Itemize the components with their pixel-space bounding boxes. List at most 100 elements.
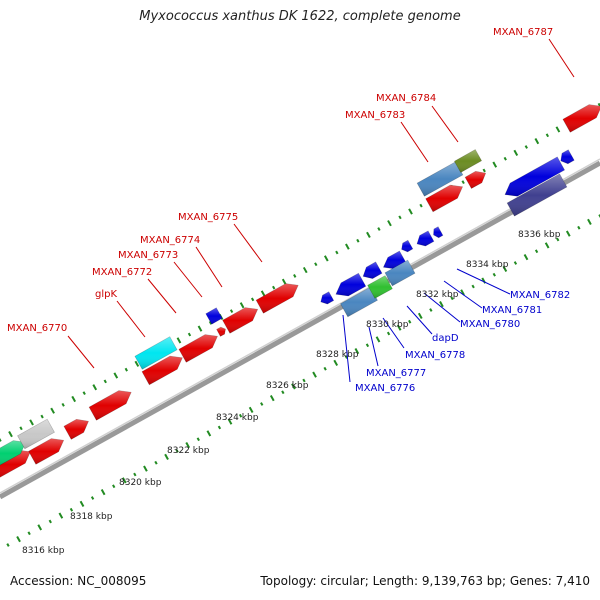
leader-line [67, 335, 95, 369]
tick-mark [103, 379, 107, 384]
gene-feature-shade [505, 156, 565, 197]
tick-mark [19, 426, 23, 431]
tick-mark [291, 383, 296, 390]
tick-mark [544, 242, 550, 249]
tick-mark [598, 214, 600, 218]
reverse-gene-label: dapD [432, 333, 459, 344]
gene-feature-shade [216, 327, 226, 337]
tick-mark [312, 371, 317, 378]
forward-gene-label: MXAN_6773 [118, 250, 178, 261]
tick-mark [417, 312, 423, 319]
tick-mark [143, 465, 148, 472]
tick-mark [100, 489, 106, 496]
tick-mark [354, 348, 360, 355]
tick-mark [164, 453, 169, 460]
forward-gene-label: MXAN_6770 [7, 323, 67, 334]
forward-gene-label: glpK [95, 289, 117, 300]
leader-line [456, 268, 511, 295]
leader-line [195, 246, 223, 288]
accession-text: Accession: NC_008095 [10, 574, 147, 588]
tick-mark [323, 366, 327, 371]
tick-mark [513, 261, 518, 265]
tick-mark [27, 531, 31, 536]
tick-mark [238, 413, 243, 418]
tick-mark [196, 437, 200, 442]
tick-mark [154, 460, 158, 465]
tick-mark [175, 449, 179, 453]
tick-mark [555, 126, 561, 133]
gene-feature-shade [134, 336, 178, 370]
reverse-tick-track [6, 214, 600, 547]
tick-mark [577, 225, 581, 230]
tick-mark [482, 168, 486, 173]
tick-mark [366, 231, 371, 239]
kbp-label: 8324 kbp [216, 413, 259, 423]
tick-mark [90, 496, 95, 500]
tick-mark [450, 296, 454, 301]
tick-mark [272, 285, 276, 290]
tick-mark [260, 290, 266, 297]
gene-feature-shade [454, 149, 482, 173]
label-leaders [67, 38, 575, 383]
backbone-highlight [0, 158, 600, 494]
kbp-label: 8318 kbp [70, 512, 113, 522]
gene-feature-shade [465, 171, 486, 189]
reverse-gene-label: MXAN_6777 [366, 368, 426, 379]
tick-mark [248, 406, 254, 413]
kbp-label: 8328 kbp [316, 350, 359, 360]
reverse-gene-label: MXAN_6778 [405, 350, 465, 361]
gene-feature-shade [335, 273, 366, 296]
tick-mark [333, 359, 339, 366]
tick-mark [281, 278, 287, 285]
kbp-label: 8316 kbp [22, 546, 65, 556]
backbone [0, 158, 600, 500]
gene-feature-shade [28, 438, 64, 465]
tick-mark [387, 220, 392, 227]
tick-mark [534, 249, 539, 254]
gene-feature-shade [560, 149, 575, 164]
tick-mark [197, 325, 203, 332]
tick-mark [124, 367, 128, 372]
kbp-label: 8322 kbp [167, 446, 210, 456]
kbp-labels: 8316 kbp 8318 kbp 8320 kbp 8322 kbp 8324 kbp… [22, 230, 561, 556]
forward-gene-label: MXAN_6787 [493, 27, 553, 38]
tick-mark [229, 309, 234, 313]
tick-mark [82, 391, 86, 396]
tick-mark [396, 324, 402, 331]
tick-mark [375, 336, 381, 343]
tick-mark [71, 395, 77, 403]
leader-line [400, 121, 429, 163]
gene-feature-shade [63, 419, 89, 440]
gene-feature-shade [401, 240, 413, 252]
tick-mark [79, 500, 85, 507]
leader-line [368, 326, 379, 367]
tick-mark [335, 250, 339, 255]
backbone-line-outer [0, 160, 600, 500]
tick-mark [37, 524, 43, 531]
tick-mark [587, 218, 592, 225]
tick-mark [471, 284, 475, 289]
tick-mark [6, 543, 10, 547]
gene-feature-shade [417, 230, 434, 246]
kbp-label: 8334 kbp [466, 260, 509, 270]
tick-mark [365, 343, 370, 348]
tick-mark [134, 360, 140, 367]
tick-mark [524, 145, 528, 149]
leader-line [342, 314, 351, 383]
tick-mark [439, 301, 444, 308]
gene-feature-shade [0, 440, 26, 466]
gene-feature-shade [205, 307, 223, 325]
gene-feature-shade [89, 390, 132, 421]
tick-mark [40, 414, 44, 419]
gene-feature-shade [178, 334, 218, 363]
tick-mark [523, 254, 529, 261]
forward-gene-label: MXAN_6772 [92, 267, 152, 278]
tick-mark [419, 203, 423, 208]
leader-line [548, 38, 575, 78]
tick-mark [185, 442, 191, 449]
tick-mark [597, 102, 600, 109]
tick-mark [133, 472, 137, 477]
leader-line [233, 223, 263, 263]
leader-line [431, 105, 459, 143]
